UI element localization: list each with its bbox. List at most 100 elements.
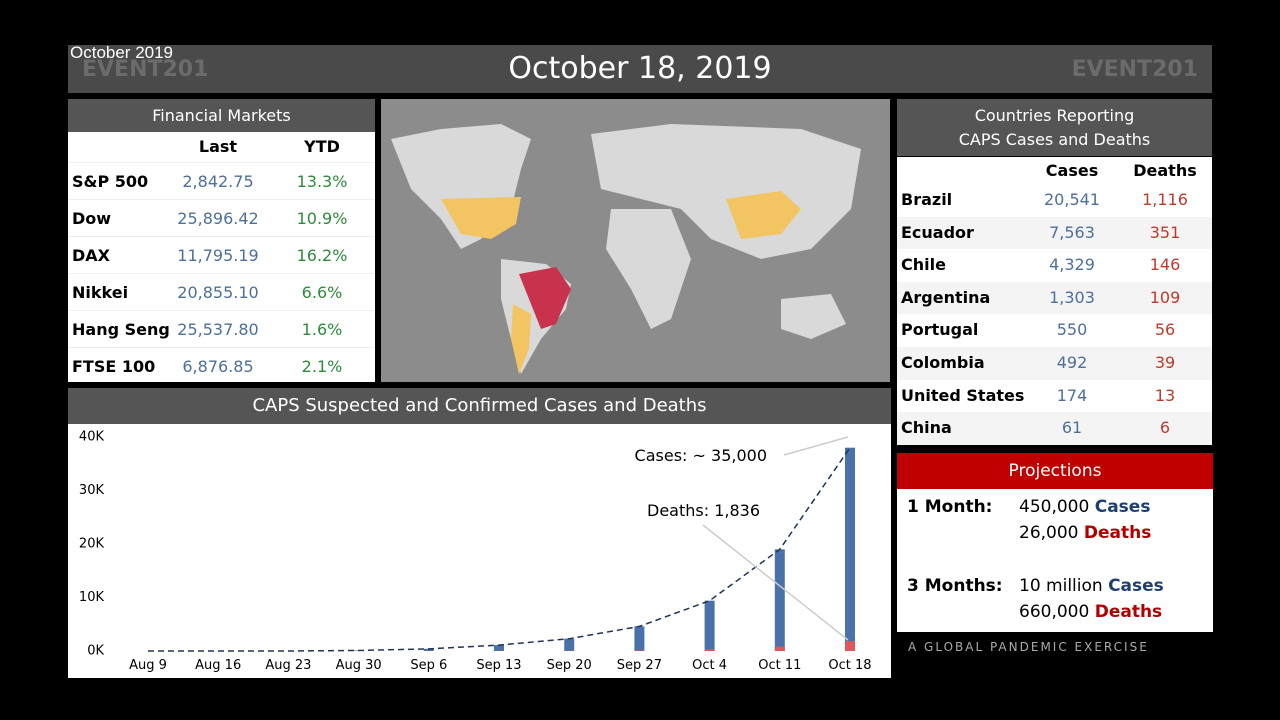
deaths-value: 56 — [1154, 320, 1176, 340]
ytd-value: 16.2% — [296, 246, 348, 265]
x-tick-label: Sep 6 — [410, 658, 447, 673]
country-name: United States — [901, 385, 1025, 405]
ytd-value: 13.3% — [296, 172, 348, 191]
panel-title: Countries Reporting CAPS Cases and Death… — [897, 99, 1212, 156]
deaths-value: 13 — [1154, 385, 1176, 405]
deaths-value: 39 — [1154, 353, 1176, 372]
deaths-value: 146 — [1149, 255, 1181, 275]
table-row: DAX 11,795.19 16.2% — [68, 236, 375, 274]
projection-amount: 10 million — [1019, 576, 1103, 596]
ytd-value: 2.1% — [301, 357, 343, 376]
deaths-value: 1,116 — [1142, 190, 1188, 209]
last-value: 25,537.80 — [177, 320, 259, 339]
table-row: China 61 6 — [897, 412, 1212, 445]
projection-period: 3 Months: — [907, 576, 1003, 596]
header-date: October 18, 2019 — [508, 51, 772, 86]
cases-bar — [704, 600, 715, 651]
trend-line — [148, 447, 851, 652]
deaths-bar — [704, 649, 715, 651]
chart: 0K 10K 20K 30K 40K Aug 9 Aug 16 Aug 23 Aug 30 Sep… — [68, 424, 891, 678]
column-header: YTD — [304, 137, 340, 156]
ytd-value: 10.9% — [296, 209, 348, 228]
deaths-value: 6 — [1159, 418, 1171, 438]
annotation: Deaths: 1,836 — [647, 501, 760, 520]
projection-period: 1 Month: — [907, 497, 993, 517]
x-tick-label: Aug 23 — [265, 658, 311, 673]
cases-bar — [494, 645, 504, 651]
tagline: A GLOBAL PANDEMIC EXERCISE — [908, 640, 1149, 654]
row-label: Dow — [72, 209, 112, 228]
last-value: 6,876.85 — [182, 357, 254, 376]
countries-panel: Countries Reporting CAPS Cases and Death… — [897, 99, 1212, 445]
cases-value: 7,563 — [1049, 222, 1095, 242]
last-value: 20,855.10 — [177, 283, 259, 302]
cases-value: 174 — [1056, 385, 1088, 405]
annotation-leader — [702, 524, 849, 641]
projection-unit: Deaths — [1094, 602, 1163, 622]
ytd-value: 1.6% — [301, 320, 343, 339]
row-label: FTSE 100 — [72, 357, 156, 376]
column-header: Cases — [1045, 161, 1099, 180]
deaths-value: 109 — [1149, 287, 1181, 307]
annotation: Cases: ~ 35,000 — [635, 446, 767, 465]
projections-body: 1 Month: 450,000 Cases 26,000 Deaths 3 Mont… — [897, 489, 1213, 632]
cases-bar — [845, 447, 855, 651]
ytd-value: 6.6% — [301, 283, 343, 302]
column-header: Last — [198, 137, 238, 156]
cases-bar — [774, 549, 785, 651]
table-row: Dow 25,896.42 10.9% — [68, 199, 375, 237]
x-tick-label: Aug 16 — [195, 658, 241, 673]
y-tick-label: 40K — [79, 430, 105, 445]
cases-value: 61 — [1061, 418, 1083, 438]
last-value: 2,842.75 — [182, 172, 254, 191]
chart-title: CAPS Suspected and Confirmed Cases and D… — [68, 388, 891, 424]
cases-value: 1,303 — [1049, 287, 1095, 307]
country-name: Ecuador — [901, 222, 974, 242]
x-tick-label: Sep 13 — [476, 658, 521, 673]
table-row: Chile 4,329 146 — [897, 249, 1212, 282]
table-row: Argentina 1,303 109 — [897, 281, 1212, 315]
logo: EVENT201 — [82, 57, 209, 82]
x-tick-label: Oct 4 — [692, 658, 727, 673]
projection-amount: 450,000 — [1019, 497, 1090, 517]
country-name: Argentina — [901, 287, 991, 307]
x-tick-label: Oct 11 — [758, 658, 801, 673]
projections-panel: Projections 1 Month: 450,000 Cases 26,000 … — [897, 453, 1213, 632]
deaths-bar — [634, 650, 645, 651]
projection-line: 10 million Cases — [1019, 576, 1164, 596]
overlay-label: October 2019 — [70, 43, 174, 62]
cases-value: 4,329 — [1049, 255, 1095, 275]
panel-title-line: Countries Reporting — [974, 106, 1135, 125]
x-tick-label: Aug 30 — [336, 658, 382, 673]
row-label: Nikkei — [72, 283, 129, 302]
table-row: S&P 500 2,842.75 13.3% — [68, 162, 375, 200]
table-row: Portugal 550 56 — [897, 314, 1212, 347]
projection-unit: Deaths — [1083, 523, 1152, 543]
table-row: Brazil 20,541 1,116 — [897, 184, 1212, 217]
projection-amount: 26,000 — [1019, 523, 1079, 543]
markets-panel: Financial Markets Last YTD S&P 500 2,842.75… — [68, 99, 375, 382]
cases-value: 20,541 — [1044, 190, 1100, 209]
projection-line: 26,000 Deaths — [1019, 523, 1151, 543]
projection-line: 450,000 Cases — [1019, 497, 1150, 517]
last-value: 25,896.42 — [177, 209, 259, 228]
cases-value: 550 — [1056, 320, 1088, 340]
deaths-bar — [774, 646, 785, 651]
deaths-bar — [845, 641, 855, 651]
panel-title-line: CAPS Cases and Deaths — [958, 130, 1151, 149]
x-tick-label: Sep 20 — [547, 658, 592, 673]
country-name: Portugal — [901, 320, 979, 340]
plot-background — [68, 424, 891, 678]
logo: EVENT201 — [1071, 57, 1198, 82]
y-tick-label: 10K — [79, 590, 105, 605]
x-tick-label: Aug 9 — [129, 658, 167, 673]
last-value: 11,795.19 — [177, 246, 259, 265]
row-label: S&P 500 — [72, 172, 149, 191]
y-tick-label: 30K — [79, 483, 105, 498]
table-row: Ecuador 7,563 351 — [897, 216, 1212, 250]
world-map — [381, 99, 890, 382]
country-name: Colombia — [901, 353, 985, 372]
row-label: DAX — [72, 246, 110, 265]
country-name: China — [901, 418, 952, 438]
